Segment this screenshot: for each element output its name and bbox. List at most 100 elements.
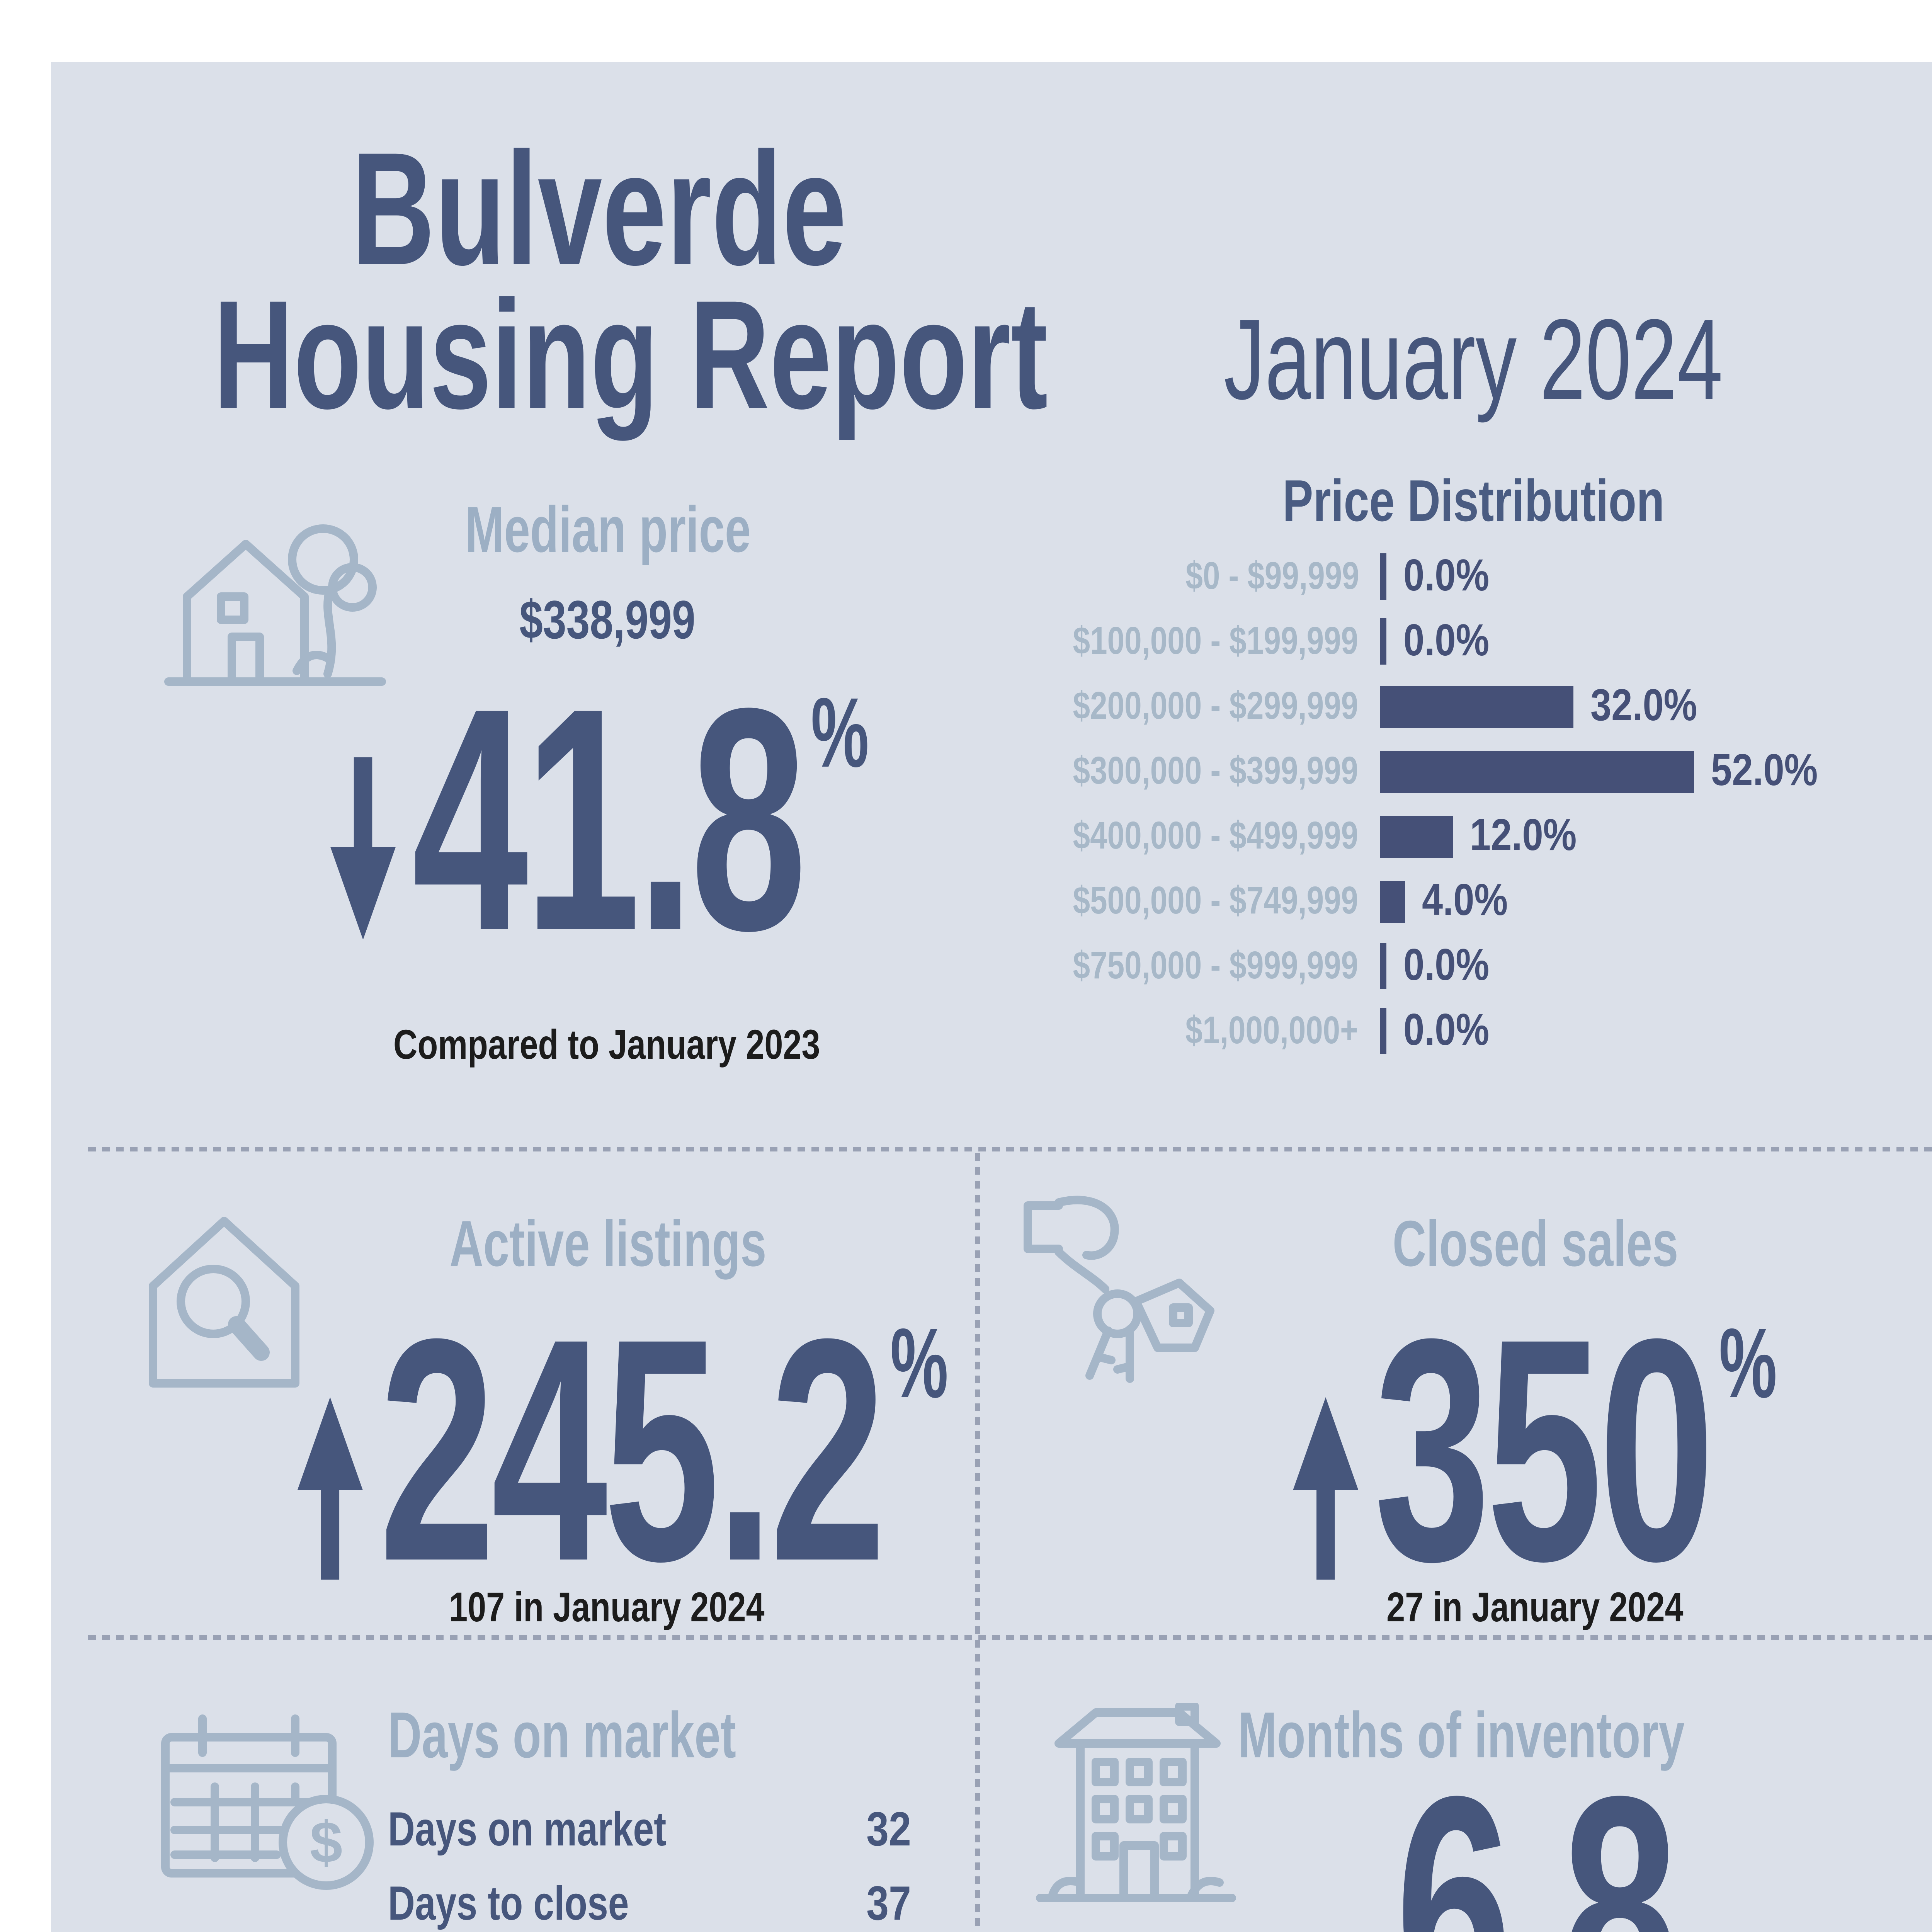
bar-value-text: 32.0%: [1590, 681, 1697, 730]
bar-zone: 0.0%: [1380, 618, 1505, 665]
active-listings-note: 107 in January 2024: [221, 1584, 994, 1632]
bar-zone: 0.0%: [1380, 1008, 1505, 1054]
price-distribution-chart: $0 - $99,999 0.0% $100,000 - $199,999 0.…: [960, 544, 1932, 1063]
bar-value-text: 4.0%: [1421, 876, 1507, 925]
house-magnifier-icon: [149, 1217, 299, 1388]
bar-value-text: 0.0%: [1403, 551, 1490, 600]
calendar-dollar-icon: $: [161, 1714, 374, 1890]
price-range-label-text: $300,000 - $399,999: [1073, 749, 1359, 792]
closed-sales-change-number: 350: [1374, 1274, 1715, 1628]
zero-tick: [1380, 1008, 1386, 1054]
price-row: $200,000 - $299,999 32.0%: [960, 674, 1932, 739]
closed-sales-note-text: 27 in January 2024: [1386, 1584, 1684, 1631]
price-range-label: $750,000 - $999,999: [960, 944, 1359, 987]
active-listings-change-number: 245.2: [379, 1274, 886, 1628]
active-listings-title-text: Active listings: [449, 1207, 766, 1280]
dollar-glyph: $: [310, 1810, 343, 1875]
price-range-label-text: $500,000 - $749,999: [1073, 879, 1359, 922]
bar: [1380, 880, 1405, 922]
bar-value-text: 12.0%: [1469, 811, 1577, 860]
down-arrow-icon: [330, 757, 396, 940]
price-range-label: $0 - $99,999: [960, 554, 1359, 597]
days-on-market-row: Days on market 32: [388, 1805, 910, 1853]
bar-value-label: 0.0%: [1403, 618, 1505, 664]
price-range-label: $1,000,000+: [960, 1009, 1359, 1052]
report-panel: Bulverde Housing Report January 2024 Pri…: [51, 62, 1932, 1932]
days-to-close-row-value: 37: [866, 1876, 910, 1930]
report-period-text: January 2024: [1223, 295, 1723, 423]
median-price-change-number: 41.8: [412, 643, 807, 997]
bar-zone: 4.0%: [1380, 876, 1524, 925]
price-range-label: $500,000 - $749,999: [960, 879, 1359, 922]
page-title-city-text: Bulverde: [352, 121, 847, 300]
price-range-label-text: $400,000 - $499,999: [1073, 814, 1359, 857]
bar-value-label: 52.0%: [1711, 746, 1838, 795]
price-row: $500,000 - $749,999 4.0%: [960, 869, 1932, 934]
bar-value-label: 0.0%: [1403, 1005, 1505, 1055]
price-range-label-text: $0 - $99,999: [1185, 554, 1359, 597]
median-price-value-text: $338,999: [519, 590, 696, 651]
vertical-divider: [975, 1153, 980, 1932]
house-tree-icon: [164, 524, 386, 686]
price-range-label-text: $1,000,000+: [1185, 1009, 1359, 1052]
price-distribution-title: Price Distribution: [1040, 473, 1906, 532]
median-price-value: $338,999: [236, 594, 978, 648]
months-of-inventory-value: 6.8: [1164, 1750, 1906, 1932]
price-range-label: $300,000 - $399,999: [960, 749, 1359, 792]
bar-value-label: 12.0%: [1469, 811, 1597, 860]
closed-sales-note: 27 in January 2024: [1148, 1584, 1921, 1632]
active-listings-note-text: 107 in January 2024: [449, 1584, 765, 1631]
price-row: $0 - $99,999 0.0%: [960, 544, 1932, 609]
months-of-inventory-title: Months of inventory: [1238, 1702, 1858, 1768]
zero-tick: [1380, 618, 1386, 665]
active-listings-title: Active listings: [221, 1207, 994, 1280]
horizontal-divider-bottom: [88, 1635, 1932, 1640]
report-period: January 2024: [1040, 295, 1906, 423]
median-price-change-percent: %: [811, 677, 869, 788]
price-distribution-title-text: Price Distribution: [1282, 470, 1664, 535]
closed-sales-change-percent: %: [1719, 1308, 1777, 1419]
bar-zone: 12.0%: [1380, 811, 1597, 860]
horizontal-divider-top: [88, 1147, 1932, 1151]
bar: [1380, 685, 1573, 727]
hand-keys-icon: [1024, 1196, 1214, 1383]
days-on-market-title: Days on market: [388, 1699, 871, 1771]
price-range-label-text: $200,000 - $299,999: [1073, 684, 1359, 727]
bar-zone: 0.0%: [1380, 553, 1505, 600]
price-range-label-text: $750,000 - $999,999: [1073, 944, 1359, 987]
bar-value-label: 4.0%: [1421, 876, 1523, 925]
closed-sales-title-text: Closed sales: [1392, 1207, 1678, 1280]
median-price-change: 41.8 %: [159, 662, 1040, 978]
zero-tick: [1380, 553, 1386, 600]
bar-value-text: 0.0%: [1403, 940, 1490, 990]
days-on-market-title-text: Days on market: [388, 1699, 736, 1771]
bar-value-label: 32.0%: [1590, 681, 1717, 730]
price-row: $1,000,000+ 0.0%: [960, 998, 1932, 1063]
bar-zone: 52.0%: [1380, 746, 1838, 795]
bar-value-text: 0.0%: [1403, 1005, 1490, 1055]
months-of-inventory-number: 6.8: [1395, 1731, 1678, 1932]
bar: [1380, 815, 1453, 857]
price-row: $100,000 - $199,999 0.0%: [960, 609, 1932, 674]
price-row: $750,000 - $999,999 0.0%: [960, 934, 1932, 998]
median-price-title-text: Median price: [464, 493, 750, 566]
bar-value-label: 0.0%: [1403, 940, 1505, 990]
price-range-label: $400,000 - $499,999: [960, 814, 1359, 857]
bar-zone: 32.0%: [1380, 681, 1717, 730]
up-arrow-icon: [1293, 1397, 1358, 1580]
median-price-note-text: Compared to January 2023: [394, 1022, 821, 1068]
zero-tick: [1380, 943, 1386, 989]
median-price-title: Median price: [236, 493, 978, 566]
price-row: $300,000 - $399,999 52.0%: [960, 739, 1932, 804]
closed-sales-change: 350 %: [1164, 1292, 1906, 1609]
bar-value-text: 52.0%: [1711, 746, 1818, 795]
page-title-main-text: Housing Report: [213, 269, 1048, 442]
page-title-main: Housing Report: [51, 278, 1148, 433]
median-price-note: Compared to January 2023: [175, 1022, 1040, 1069]
closed-sales-title: Closed sales: [1148, 1207, 1921, 1280]
bar-zone: 0.0%: [1380, 943, 1505, 989]
bar-value-label: 0.0%: [1403, 551, 1505, 600]
up-arrow-icon: [297, 1397, 363, 1580]
active-listings-change: 245.2 %: [190, 1292, 1056, 1609]
